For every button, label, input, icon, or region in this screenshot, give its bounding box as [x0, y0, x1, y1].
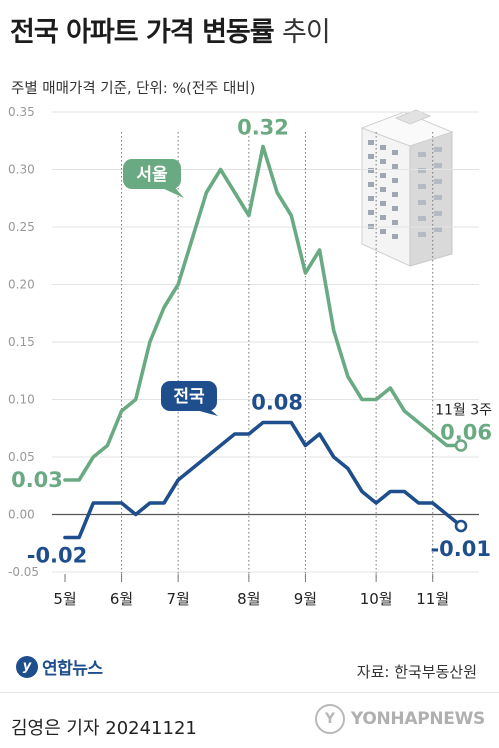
x-tick-label: 10월	[360, 590, 393, 608]
y-tick-label: 0.20	[8, 278, 35, 292]
end-point-marker	[454, 439, 468, 452]
page-title: 전국 아파트 가격 변동률 추이	[10, 17, 331, 48]
watermark: Y YONHAPNEWS	[314, 704, 485, 734]
national-end-label: -0.01	[430, 537, 491, 561]
reporter-credit: 김영은 기자 20241121	[11, 718, 197, 739]
line-chart: -0.05 0.00 0.05 0.10 0.15 0.20 0.25 0.30 0.35 5월…	[8, 105, 492, 608]
seoul-peak-label: 0.32	[237, 116, 289, 140]
logo-text: 연합뉴스	[42, 659, 103, 679]
seoul-start-label: 0.03	[11, 468, 63, 492]
end-period-label: 11월 3주	[435, 403, 492, 419]
x-tick-label: 9월	[294, 590, 317, 608]
x-tick-label: 5월	[53, 590, 76, 608]
y-tick-label: 0.05	[8, 450, 35, 464]
y-tick-label: 0.25	[8, 220, 35, 234]
x-tick-label: 7월	[166, 590, 189, 608]
x-tick-label: 8월	[237, 590, 260, 608]
yonhap-watermark-icon: Y	[314, 704, 345, 734]
national-series-tag-bubble	[161, 381, 217, 411]
seoul-end-label: 0.06	[440, 421, 492, 445]
y-tick-label: 0.30	[8, 163, 35, 177]
y-tick-label: -0.05	[8, 565, 39, 579]
y-tick-label: 0.10	[8, 393, 35, 407]
national-series-tag-pointer	[196, 406, 218, 416]
chart-subtitle: 주별 매매가격 기준, 단위: %(전주 대비)	[11, 81, 256, 97]
seoul-series-tag-text: 서울	[136, 165, 168, 185]
series-line-0	[63, 144, 463, 482]
end-point-marker	[454, 519, 468, 533]
yonhap-logo: y 연합뉴스	[16, 654, 103, 679]
seoul-series-tag-bubble	[123, 159, 181, 189]
seoul-series-tag-pointer	[162, 184, 184, 198]
series-line-1	[63, 420, 463, 540]
data-source: 자료: 한국부동산원	[356, 663, 477, 681]
y-tick-label: 0.15	[8, 335, 35, 349]
footer-bar	[0, 692, 499, 748]
y-tick-label: 0.35	[8, 105, 35, 119]
seoul-series-tag: 서울	[123, 159, 184, 198]
national-series-tag-text: 전국	[173, 387, 205, 407]
watermark-text: YONHAPNEWS	[350, 709, 485, 729]
y-tick-label: 0.00	[8, 508, 35, 522]
yonhap-logo-icon: y	[16, 655, 38, 678]
national-peak-label: 0.08	[251, 391, 303, 415]
x-tick-label: 6월	[110, 590, 133, 608]
apartment-building-icon	[360, 109, 454, 267]
x-tick-label: 11월	[416, 590, 449, 608]
national-start-label: -0.02	[27, 544, 88, 568]
national-series-tag: 전국	[161, 381, 218, 416]
